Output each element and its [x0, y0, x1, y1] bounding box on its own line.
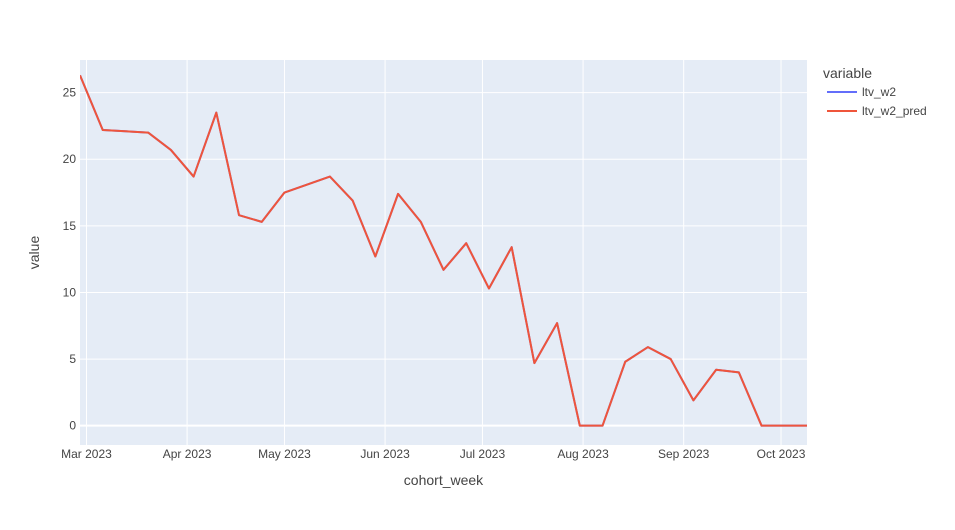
- legend: variable ltv_w2 ltv_w2_pred: [823, 65, 927, 118]
- grid-lines: [80, 60, 807, 445]
- x-tick-label: Oct 2023: [757, 447, 806, 461]
- y-axis-ticks: 0 5 10 15 20 25: [63, 86, 77, 433]
- x-axis-title: cohort_week: [404, 472, 484, 488]
- legend-item-ltv-w2[interactable]: ltv_w2: [827, 85, 896, 99]
- y-tick-label: 15: [63, 219, 77, 233]
- legend-items: ltv_w2 ltv_w2_pred: [827, 85, 927, 118]
- x-tick-label: Sep 2023: [658, 447, 710, 461]
- y-tick-label: 20: [63, 152, 77, 166]
- x-tick-label: Aug 2023: [557, 447, 609, 461]
- x-tick-label: Jul 2023: [460, 447, 506, 461]
- y-axis-title: value: [26, 236, 42, 270]
- series-lines: [80, 74, 807, 427]
- y-tick-label: 10: [63, 285, 77, 299]
- legend-label: ltv_w2_pred: [862, 104, 927, 118]
- y-tick-label: 0: [69, 419, 76, 433]
- legend-item-ltv-w2-pred[interactable]: ltv_w2_pred: [827, 104, 927, 118]
- x-tick-label: May 2023: [258, 447, 311, 461]
- x-axis-ticks: Mar 2023 Apr 2023 May 2023 Jun 2023 Jul 2023…: [61, 447, 806, 461]
- series-line-ltv-w2-pred: [80, 74, 807, 427]
- legend-label: ltv_w2: [862, 85, 896, 99]
- x-tick-label: Mar 2023: [61, 447, 112, 461]
- plot-background: [80, 60, 807, 445]
- legend-title: variable: [823, 65, 872, 81]
- y-tick-label: 5: [69, 352, 76, 366]
- x-tick-label: Jun 2023: [360, 447, 410, 461]
- x-tick-label: Apr 2023: [163, 447, 212, 461]
- y-tick-label: 25: [63, 86, 77, 100]
